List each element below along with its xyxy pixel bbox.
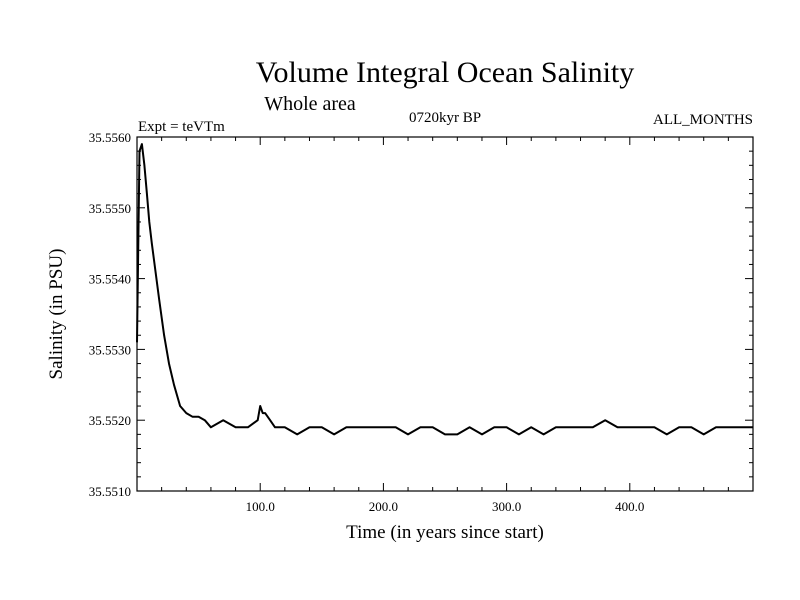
salinity-series-line [136,143,753,436]
x-axis-ticks [161,137,729,491]
y-tick-label: 35.5550 [89,201,131,216]
experiment-label: Expt = teVTm [138,119,225,135]
x-axis-label: Time (in years since start) [346,522,544,543]
y-tick-label: 35.5510 [89,484,131,499]
y-tick-label: 35.5560 [89,130,131,145]
chart-title: Volume Integral Ocean Salinity [256,56,635,89]
x-axis-tick-labels: 100.0 200.0 300.0 400.0 [246,499,645,514]
y-axis-tick-labels: 35.5510 35.5520 35.5530 35.5540 35.5550 35.55… [89,130,131,499]
x-tick-label: 400.0 [615,499,644,514]
y-tick-label: 35.5520 [89,413,131,428]
y-tick-label: 35.5530 [89,342,131,357]
x-tick-label: 100.0 [246,499,275,514]
plot-frame [136,136,754,492]
x-tick-label: 300.0 [492,499,521,514]
period-label: 0720kyr BP [409,110,481,126]
months-label: ALL_MONTHS [653,112,753,128]
chart-subtitle: Whole area [264,93,356,115]
y-tick-label: 35.5540 [89,272,131,287]
x-tick-label: 200.0 [369,499,398,514]
y-axis-ticks [137,136,753,492]
y-axis-label: Salinity (in PSU) [46,249,67,380]
